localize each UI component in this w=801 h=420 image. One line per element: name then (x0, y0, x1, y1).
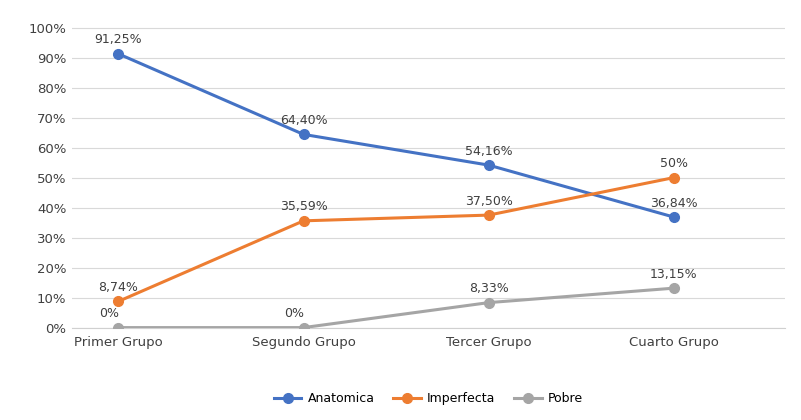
Text: 37,50%: 37,50% (465, 194, 513, 207)
Text: 0%: 0% (284, 307, 304, 320)
Text: 8,33%: 8,33% (469, 282, 509, 295)
Text: 36,84%: 36,84% (650, 197, 698, 210)
Pobre (669, 286, 678, 291)
Text: 0%: 0% (99, 307, 119, 320)
Line: Anatomica: Anatomica (114, 49, 678, 222)
Text: 91,25%: 91,25% (95, 33, 143, 46)
Anatomica (484, 163, 493, 168)
Line: Imperfecta: Imperfecta (114, 173, 678, 306)
Pobre (484, 300, 493, 305)
Anatomica (669, 215, 678, 220)
Imperfecta (669, 175, 678, 180)
Anatomica (299, 132, 308, 137)
Legend: Anatomica, Imperfecta, Pobre: Anatomica, Imperfecta, Pobre (269, 387, 588, 410)
Text: 54,16%: 54,16% (465, 144, 513, 158)
Text: 13,15%: 13,15% (650, 268, 698, 281)
Pobre (114, 325, 123, 330)
Anatomica (114, 51, 123, 56)
Text: 35,59%: 35,59% (280, 200, 328, 213)
Imperfecta (484, 213, 493, 218)
Line: Pobre: Pobre (114, 283, 678, 333)
Pobre (299, 325, 308, 330)
Text: 64,40%: 64,40% (280, 114, 328, 127)
Imperfecta (114, 299, 123, 304)
Text: 8,74%: 8,74% (99, 281, 139, 294)
Imperfecta (299, 218, 308, 223)
Text: 50%: 50% (660, 157, 688, 170)
